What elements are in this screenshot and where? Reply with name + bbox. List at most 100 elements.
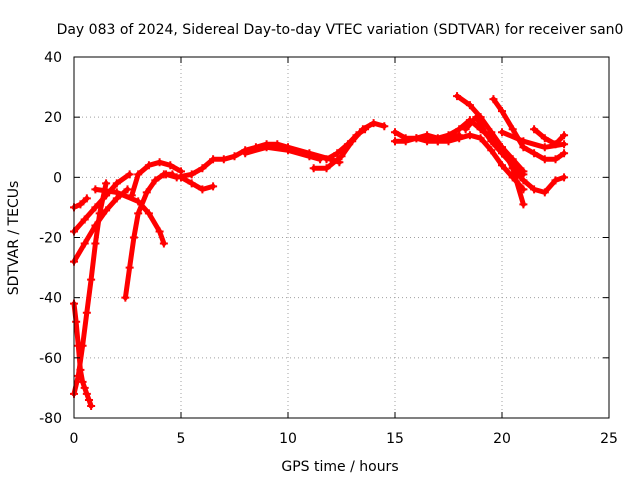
data-point (91, 239, 100, 248)
x-axis-label: GPS time / hours (281, 459, 398, 475)
series-arc-14 (391, 116, 528, 176)
data-point (84, 395, 93, 404)
data-point (369, 119, 378, 128)
data-point (333, 149, 342, 158)
data-point (560, 149, 569, 158)
series-arc-21 (508, 164, 569, 197)
data-point (361, 125, 370, 134)
data-point (540, 134, 549, 143)
y-tick-label: 0 (53, 170, 62, 186)
series-arc-18 (461, 113, 528, 179)
y-tick-label: -40 (39, 291, 62, 307)
data-point (123, 185, 132, 194)
data-point (380, 122, 389, 131)
chart-title: Day 083 of 2024, Sidereal Day-to-day VTE… (57, 22, 624, 38)
data-point (322, 164, 331, 173)
data-point (305, 152, 314, 161)
data-point (472, 113, 481, 122)
data-point (125, 170, 134, 179)
data-point (102, 179, 111, 188)
data-point (530, 185, 539, 194)
data-point (102, 206, 111, 215)
data-point (230, 152, 239, 161)
data-point (498, 149, 506, 158)
data-point (134, 209, 143, 218)
data-point (166, 161, 175, 170)
data-point (337, 152, 346, 161)
data-point (162, 170, 171, 179)
data-point (262, 143, 271, 152)
data-point (121, 293, 130, 302)
data-point (177, 173, 185, 182)
data-point (72, 317, 81, 326)
data-point (540, 155, 549, 164)
data-point (498, 161, 506, 170)
x-tick-label: 0 (70, 431, 79, 447)
data-point (87, 275, 96, 284)
data-point (530, 149, 539, 158)
data-point (343, 140, 352, 149)
x-tick-label: 10 (279, 431, 297, 447)
data-point (151, 176, 160, 185)
data-point (551, 140, 560, 149)
data-point (560, 173, 569, 182)
data-point (412, 134, 421, 143)
data-point (159, 239, 168, 248)
y-tick-label: -60 (39, 351, 62, 367)
series-arc-1 (70, 194, 91, 212)
data-point (144, 209, 153, 218)
data-point (209, 155, 218, 164)
data-point (134, 170, 143, 179)
data-point (508, 164, 517, 173)
data-point (465, 131, 474, 140)
data-point (241, 149, 250, 158)
data-point (508, 125, 517, 134)
series-trace (531, 126, 567, 147)
data-point (80, 215, 89, 224)
data-point (284, 146, 292, 155)
data-point (209, 182, 218, 191)
data-point (498, 128, 506, 137)
y-tick-label: 40 (44, 50, 62, 66)
series-trace (424, 132, 526, 192)
y-axis-label: SDTVAR / TECUs (6, 181, 22, 296)
data-point (82, 389, 91, 398)
data-point (187, 170, 196, 179)
data-point (82, 308, 91, 317)
data-point (401, 137, 410, 146)
data-point (322, 155, 331, 164)
data-point (129, 233, 138, 242)
series-arc-4 (70, 299, 96, 410)
data-point (74, 371, 83, 380)
data-point (142, 188, 151, 197)
x-tick-label: 5 (177, 431, 186, 447)
data-point (540, 143, 549, 152)
data-point (433, 137, 442, 146)
data-point (519, 137, 528, 146)
data-point (125, 263, 134, 272)
x-tick-label: 25 (600, 431, 618, 447)
data-point (112, 188, 121, 197)
data-point (551, 155, 560, 164)
data-point (78, 341, 87, 350)
data-point (461, 125, 470, 134)
data-point (444, 137, 453, 146)
data-point (155, 227, 164, 236)
series-arc-5 (70, 179, 111, 398)
data-point (187, 179, 196, 188)
grid-lines (74, 57, 609, 418)
y-tick-label: -20 (39, 231, 62, 247)
data-point (391, 128, 399, 137)
data-point (480, 128, 489, 137)
data-point (82, 194, 91, 203)
data-point (465, 101, 474, 110)
data-point (560, 131, 569, 140)
tick-labels: 0 5 10 15 20 25 40 20 0 -20 -40 -60 -80 (39, 50, 618, 447)
data-point (519, 176, 528, 185)
data-point (76, 200, 85, 209)
data-point (91, 203, 100, 212)
data-series (70, 92, 569, 410)
data-point (95, 209, 104, 218)
